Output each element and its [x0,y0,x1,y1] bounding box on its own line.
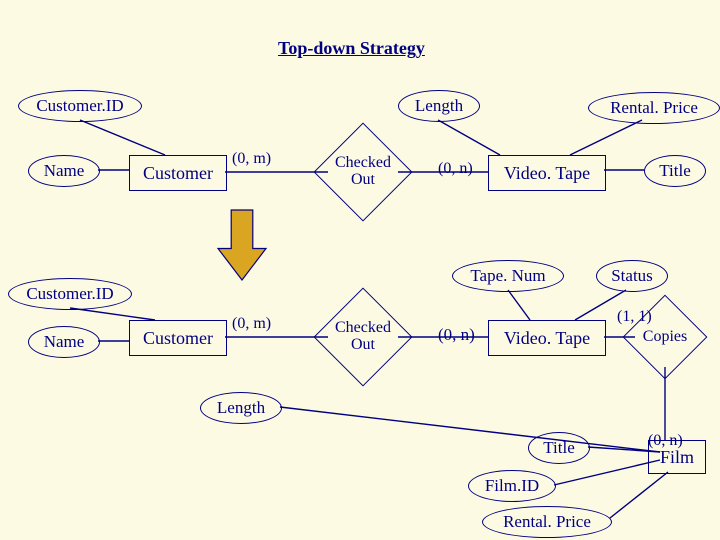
rel-label: Checked Out [328,302,398,372]
attr-filmid: Film.ID [468,470,556,502]
cardinality-c2l: (0, m) [232,315,271,333]
rel-label: Checked Out [328,137,398,207]
down-arrow-icon [218,210,266,280]
cardinality-c1r: (0, n) [438,160,473,178]
entity-customer1: Customer [129,155,227,191]
cardinality-c1l: (0, m) [232,150,271,168]
cardinality-c2r: (0, n) [438,325,475,345]
attr-name2: Name [28,326,100,358]
attr-custid1: Customer.ID [18,90,142,122]
page-title: Top-down Strategy [278,38,425,59]
attr-status: Status [596,260,668,292]
attr-title1: Title [644,155,706,187]
cardinality-cp2: (0, n) [648,432,683,450]
attr-name1: Name [28,155,100,187]
attr-rprice1: Rental. Price [588,92,720,124]
attr-rprice2: Rental. Price [482,506,612,538]
entity-videotape2: Video. Tape [488,320,606,356]
rel-checked2: Checked Out [328,302,398,372]
attr-length1: Length [398,90,480,122]
attr-tapenum: Tape. Num [452,260,564,292]
attr-length2: Length [200,392,282,424]
attr-custid2: Customer.ID [8,278,132,310]
attr-title2: Title [528,432,590,464]
entity-videotape1: Video. Tape [488,155,606,191]
entity-customer2: Customer [129,320,227,356]
rel-checked1: Checked Out [328,137,398,207]
diagram-stage: Top-down Strategy Customer Video. Tape Cus… [0,0,720,540]
cardinality-cp1: (1, 1) [617,308,652,326]
